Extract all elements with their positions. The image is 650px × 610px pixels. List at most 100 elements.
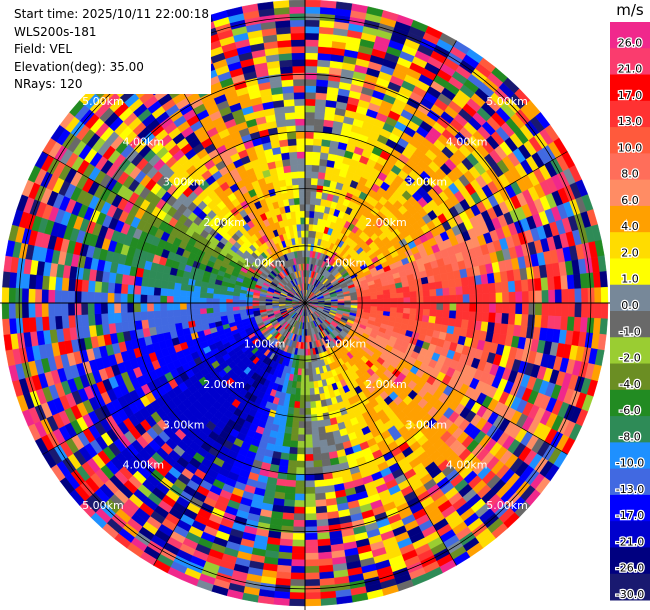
velocity-gate bbox=[193, 313, 202, 321]
velocity-gate bbox=[599, 271, 608, 288]
velocity-gate bbox=[154, 279, 163, 289]
velocity-gate bbox=[287, 459, 297, 468]
velocity-gate bbox=[548, 289, 556, 304]
velocity-gate bbox=[304, 493, 316, 501]
velocity-gate bbox=[454, 278, 463, 288]
velocity-gate bbox=[467, 319, 476, 331]
velocity-gate bbox=[304, 355, 309, 363]
velocity-gate bbox=[304, 124, 315, 133]
velocity-gate bbox=[219, 298, 227, 304]
velocity-gate bbox=[488, 312, 497, 324]
velocity-gate bbox=[447, 279, 456, 289]
velocity-gate bbox=[320, 597, 337, 606]
velocity-gate bbox=[304, 467, 315, 475]
velocity-gate bbox=[304, 190, 312, 199]
velocity-gate bbox=[317, 419, 325, 428]
velocity-gate bbox=[225, 302, 233, 308]
velocity-gate bbox=[317, 52, 332, 61]
velocity-gate bbox=[294, 493, 306, 501]
velocity-gate bbox=[41, 288, 49, 304]
velocity-gate bbox=[186, 308, 194, 316]
velocity-gate bbox=[304, 572, 320, 580]
velocity-gate bbox=[280, 452, 290, 461]
velocity-gate bbox=[166, 295, 174, 304]
velocity-gate bbox=[292, 414, 300, 422]
velocity-gate bbox=[107, 312, 116, 324]
velocity-gate bbox=[313, 387, 320, 395]
velocity-gate bbox=[314, 111, 326, 120]
velocity-gate bbox=[567, 302, 576, 318]
velocity-gate bbox=[107, 302, 115, 314]
velocity-gate bbox=[225, 306, 234, 312]
velocity-gate bbox=[363, 299, 372, 304]
velocity-gate bbox=[363, 302, 372, 307]
velocity-gate bbox=[284, 486, 296, 495]
velocity-gate bbox=[304, 78, 317, 87]
velocity-gate bbox=[318, 564, 334, 573]
velocity-gate bbox=[422, 289, 431, 298]
velocity-gate bbox=[560, 316, 569, 331]
velocity-gate bbox=[289, 585, 306, 594]
velocity-gate bbox=[245, 302, 253, 307]
velocity-gate bbox=[173, 315, 182, 324]
velocity-gate bbox=[186, 290, 194, 298]
velocity-gate bbox=[403, 302, 411, 309]
velocity-gate bbox=[133, 302, 141, 313]
velocity-gate bbox=[277, 551, 293, 560]
velocity-gate bbox=[308, 374, 314, 383]
velocity-gate bbox=[113, 292, 122, 304]
velocity-gate bbox=[297, 434, 306, 442]
velocity-gate bbox=[455, 310, 464, 320]
velocity-gate bbox=[304, 368, 310, 376]
velocity-gate bbox=[528, 290, 536, 304]
velocity-gate bbox=[232, 302, 240, 308]
velocity-gate bbox=[396, 302, 405, 309]
velocity-gate bbox=[28, 302, 36, 318]
velocity-gate bbox=[81, 279, 90, 292]
velocity-gate bbox=[277, 558, 292, 567]
velocity-gate bbox=[304, 12, 321, 21]
velocity-gate bbox=[319, 439, 328, 448]
velocity-gate bbox=[167, 281, 176, 290]
velocity-gate bbox=[304, 19, 321, 27]
velocity-gate bbox=[502, 302, 510, 314]
velocity-gate bbox=[304, 0, 322, 8]
velocity-gate bbox=[290, 572, 306, 580]
velocity-gate bbox=[311, 440, 321, 448]
velocity-gate bbox=[166, 302, 174, 311]
velocity-gate bbox=[146, 294, 154, 304]
velocity-gate bbox=[54, 315, 63, 330]
velocity-gate bbox=[310, 407, 317, 416]
velocity-gate bbox=[304, 144, 314, 152]
velocity-gate bbox=[304, 138, 314, 146]
velocity-gate bbox=[521, 302, 530, 315]
velocity-gate bbox=[567, 288, 576, 304]
velocity-gate bbox=[468, 284, 477, 295]
velocity-gate bbox=[199, 297, 207, 304]
velocity-gate bbox=[301, 355, 306, 363]
velocity-gate bbox=[428, 315, 437, 324]
velocity-gate bbox=[81, 314, 90, 327]
velocity-gate bbox=[312, 453, 322, 462]
velocity-gate bbox=[318, 558, 333, 567]
velocity-gate bbox=[166, 288, 175, 297]
velocity-gate bbox=[315, 505, 328, 514]
velocity-gate bbox=[304, 52, 319, 60]
velocity-gate bbox=[389, 307, 398, 313]
velocity-gate bbox=[100, 281, 109, 293]
velocity-gates bbox=[1, 0, 609, 607]
velocity-gate bbox=[481, 283, 490, 294]
velocity-gate bbox=[304, 394, 311, 403]
velocity-gate bbox=[304, 375, 310, 383]
velocity-gate bbox=[280, 525, 294, 534]
velocity-gate bbox=[475, 293, 484, 304]
velocity-gate bbox=[475, 302, 484, 313]
velocity-gate bbox=[278, 545, 293, 554]
velocity-gate bbox=[311, 158, 321, 166]
velocity-gate bbox=[295, 473, 306, 482]
velocity-gate bbox=[205, 302, 214, 309]
velocity-gate bbox=[316, 72, 330, 81]
velocity-gate bbox=[286, 466, 297, 475]
velocity-gate bbox=[94, 313, 103, 326]
velocity-gate bbox=[304, 151, 314, 159]
